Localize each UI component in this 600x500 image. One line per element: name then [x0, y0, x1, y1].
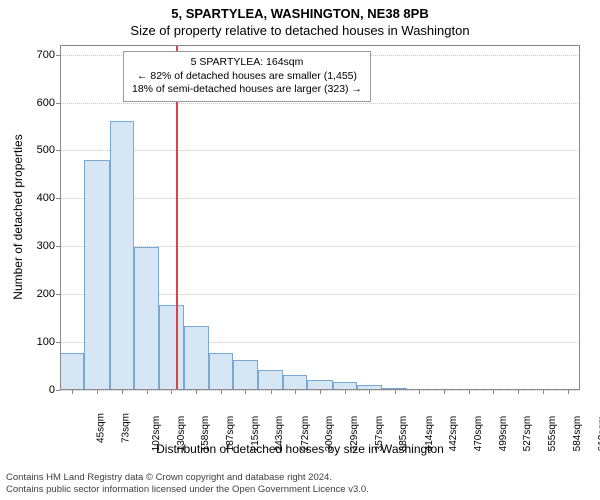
x-tick-mark [97, 390, 98, 394]
x-tick-mark [345, 390, 346, 394]
x-tick-mark [493, 390, 494, 394]
x-tick-mark [419, 390, 420, 394]
y-tick-label: 600 [37, 97, 55, 109]
plot-border [60, 45, 580, 390]
x-tick-mark [369, 390, 370, 394]
footer-line2: Contains public sector information licen… [6, 484, 594, 496]
y-tick-label: 500 [37, 144, 55, 156]
y-tick-label: 0 [49, 384, 55, 396]
y-tick-mark [56, 150, 60, 151]
x-tick-mark [395, 390, 396, 394]
x-axis-label: Distribution of detached houses by size … [0, 442, 600, 456]
y-tick-label: 300 [37, 240, 55, 252]
y-tick-label: 200 [37, 288, 55, 300]
histogram-plot: 5 SPARTYLEA: 164sqm ← 82% of detached ho… [60, 45, 580, 390]
x-tick-mark [320, 390, 321, 394]
page-title-line1: 5, SPARTYLEA, WASHINGTON, NE38 8PB [0, 6, 600, 21]
footer-line1: Contains HM Land Registry data © Crown c… [6, 472, 594, 484]
x-tick-mark [469, 390, 470, 394]
y-tick-mark [56, 390, 60, 391]
x-tick-mark [122, 390, 123, 394]
x-tick-label: 45sqm [96, 413, 107, 443]
y-tick-label: 400 [37, 192, 55, 204]
x-tick-mark [543, 390, 544, 394]
x-tick-label: 73sqm [120, 413, 131, 443]
footer-text: Contains HM Land Registry data © Crown c… [6, 472, 594, 496]
x-tick-mark [444, 390, 445, 394]
x-tick-mark [271, 390, 272, 394]
x-tick-mark [171, 390, 172, 394]
y-tick-mark [56, 55, 60, 56]
y-tick-label: 700 [37, 49, 55, 61]
y-tick-mark [56, 246, 60, 247]
x-tick-mark [245, 390, 246, 394]
y-tick-mark [56, 103, 60, 104]
y-tick-label: 100 [37, 336, 55, 348]
x-tick-mark [221, 390, 222, 394]
y-tick-mark [56, 294, 60, 295]
x-tick-mark [72, 390, 73, 394]
x-tick-mark [147, 390, 148, 394]
x-tick-mark [196, 390, 197, 394]
y-axis-label: Number of detached properties [11, 45, 25, 390]
page-title-line2: Size of property relative to detached ho… [0, 23, 600, 38]
x-tick-mark [295, 390, 296, 394]
x-tick-mark [568, 390, 569, 394]
y-tick-mark [56, 342, 60, 343]
x-tick-mark [518, 390, 519, 394]
y-tick-mark [56, 198, 60, 199]
